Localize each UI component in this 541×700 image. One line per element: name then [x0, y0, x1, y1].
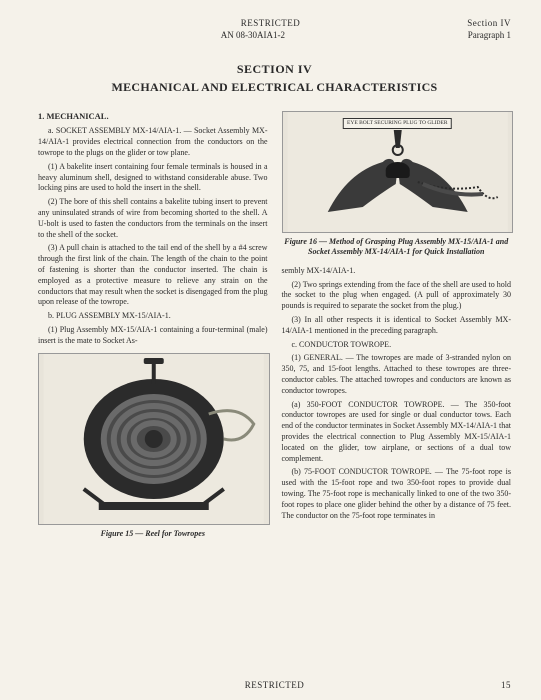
left-column: 1. MECHANICAL. a. SOCKET ASSEMBLY MX-14/… [38, 111, 268, 543]
para-b1: (1) Plug Assembly MX-15/AIA-1 containing… [38, 325, 268, 347]
para-c1: (1) GENERAL. — The towropes are made of … [282, 353, 512, 396]
right-column: EYE BOLT SECURING PLUG TO GLIDER Figure … [282, 111, 512, 543]
header-restricted: RESTRICTED [241, 18, 301, 28]
para-a1: (1) A bakelite insert containing four fe… [38, 162, 268, 194]
section-title: SECTION IV [38, 62, 511, 77]
figure-16-label: EYE BOLT SECURING PLUG TO GLIDER [343, 118, 451, 129]
figure-16: EYE BOLT SECURING PLUG TO GLIDER Figure … [282, 111, 512, 258]
header-section: Section IV [467, 18, 511, 28]
para-a3: (3) A pull chain is attached to the tail… [38, 243, 268, 308]
figure-15: Figure 15 — Reel for Towropes [38, 353, 268, 539]
header-docnum: AN 08-30AIA1-2 [221, 30, 285, 40]
para-b2: (2) Two springs extending from the face … [282, 280, 512, 312]
figure-16-caption: Figure 16 — Method of Grasping Plug Asse… [282, 237, 512, 258]
para-cont1: sembly MX-14/AIA-1. [282, 266, 512, 277]
para-b3: (3) In all other respects it is identica… [282, 315, 512, 337]
para-c-head: c. CONDUCTOR TOWROPE. [282, 340, 512, 351]
para-b-head: b. PLUG ASSEMBLY MX-15/AIA-1. [38, 311, 268, 322]
para-ca: (a) 350-FOOT CONDUCTOR TOWROPE. — The 35… [282, 400, 512, 465]
para-cb: (b) 75-FOOT CONDUCTOR TOWROPE. — The 75-… [282, 467, 512, 521]
section-subtitle: MECHANICAL AND ELECTRICAL CHARACTERISTIC… [38, 80, 511, 95]
footer-restricted: RESTRICTED [245, 680, 305, 690]
figure-15-caption: Figure 15 — Reel for Towropes [38, 529, 268, 539]
para-a2: (2) The bore of this shell contains a ba… [38, 197, 268, 240]
para-a-head: a. SOCKET ASSEMBLY MX-14/AIA-1. — Socket… [38, 126, 268, 158]
footer-page: 15 [501, 680, 511, 690]
heading-mechanical: 1. MECHANICAL. [38, 111, 268, 122]
header-paragraph: Paragraph 1 [468, 30, 511, 40]
